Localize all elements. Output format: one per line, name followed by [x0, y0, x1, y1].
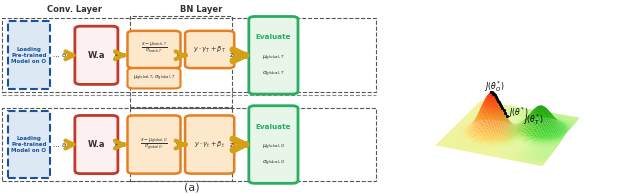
Text: $\mu_{global,T}$: $\mu_{global,T}$ [262, 54, 285, 63]
Text: Evaluate: Evaluate [255, 34, 291, 40]
Text: Evaluate: Evaluate [255, 124, 291, 130]
Text: z ...: z ... [230, 52, 243, 58]
Text: $\mu_{global,O}$: $\mu_{global,O}$ [262, 143, 285, 152]
Text: Conv. Layer: Conv. Layer [47, 5, 102, 14]
Text: Loading
Pre-trained
Model on O: Loading Pre-trained Model on O [11, 47, 47, 64]
Text: x: x [114, 142, 118, 147]
FancyBboxPatch shape [127, 31, 180, 68]
Text: y: y [176, 142, 180, 147]
Text: Loading
Pre-trained
Model on O: Loading Pre-trained Model on O [11, 136, 47, 153]
Text: $\frac{x - \mu_{batch,T}}{\sigma_{batch,T}}$: $\frac{x - \mu_{batch,T}}{\sigma_{batch,… [141, 41, 167, 54]
Text: $y \cdot \gamma_{t} + \beta_{t}$: $y \cdot \gamma_{t} + \beta_{t}$ [194, 139, 225, 150]
Text: z ...: z ... [230, 142, 243, 147]
Text: ... a: ... a [53, 142, 67, 147]
FancyBboxPatch shape [249, 16, 298, 94]
Text: ... a: ... a [53, 52, 67, 58]
Text: (a): (a) [184, 182, 200, 192]
Text: $\frac{x - \mu_{global,O}}{\sigma_{global,O}}$: $\frac{x - \mu_{global,O}}{\sigma_{globa… [140, 137, 168, 152]
FancyBboxPatch shape [127, 68, 180, 88]
Bar [2, 18, 376, 92]
FancyBboxPatch shape [127, 115, 180, 174]
Text: y: y [176, 52, 180, 58]
Text: BN Layer: BN Layer [180, 5, 223, 14]
Text: $\mu_{global,T}, \sigma_{global,T}$: $\mu_{global,T}, \sigma_{global,T}$ [132, 74, 175, 83]
Bar [130, 108, 232, 181]
Text: x: x [114, 52, 118, 58]
Bar [8, 111, 50, 178]
Text: W.a: W.a [88, 51, 105, 60]
FancyBboxPatch shape [75, 115, 118, 174]
FancyBboxPatch shape [249, 106, 298, 183]
FancyBboxPatch shape [185, 115, 234, 174]
Text: $\sigma_{global,O}$: $\sigma_{global,O}$ [262, 158, 285, 168]
Bar [8, 21, 50, 89]
Text: $\sigma_{global,T}$: $\sigma_{global,T}$ [262, 69, 285, 79]
Text: W.a: W.a [88, 140, 105, 149]
FancyBboxPatch shape [75, 26, 118, 84]
Text: $y \cdot \gamma_{T} + \beta_{T}$: $y \cdot \gamma_{T} + \beta_{T}$ [193, 44, 227, 55]
FancyBboxPatch shape [185, 31, 234, 68]
Bar [2, 108, 376, 181]
Bar [130, 16, 232, 107]
